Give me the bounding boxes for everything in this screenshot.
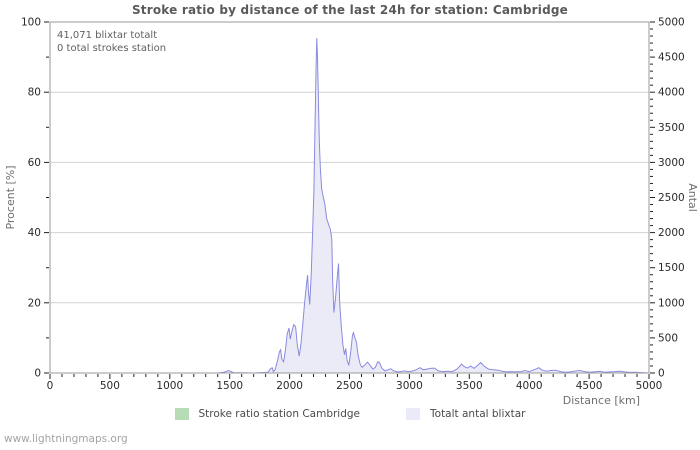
svg-text:500: 500 <box>100 380 120 392</box>
y-axis-right <box>650 21 655 374</box>
svg-text:100: 100 <box>21 17 41 29</box>
svg-text:Antal: Antal <box>686 183 699 212</box>
legend-label-stroke-ratio: Stroke ratio station Cambridge <box>198 408 361 420</box>
gridlines <box>50 91 649 304</box>
svg-text:500: 500 <box>658 332 678 344</box>
svg-text:40: 40 <box>28 227 41 239</box>
legend-item-stroke-ratio: Stroke ratio station Cambridge <box>174 408 361 420</box>
total-strokes-swatch-icon <box>406 408 421 420</box>
svg-text:0: 0 <box>47 380 54 392</box>
svg-text:2500: 2500 <box>336 380 363 392</box>
stroke-ratio-swatch-icon <box>174 408 189 420</box>
svg-text:5000: 5000 <box>636 380 663 392</box>
svg-text:2000: 2000 <box>658 227 685 239</box>
chart-legend: Stroke ratio station Cambridge Totalt an… <box>0 408 700 420</box>
svg-text:4000: 4000 <box>516 380 543 392</box>
watermark-link: www.lightningmaps.org <box>4 433 128 445</box>
svg-text:3000: 3000 <box>658 157 685 169</box>
svg-text:Distance [km]: Distance [km] <box>563 394 640 407</box>
svg-text:4500: 4500 <box>658 52 685 64</box>
y-axis-left <box>44 21 49 374</box>
legend-item-total-strokes: Totalt antal blixtar <box>406 408 525 420</box>
svg-text:5000: 5000 <box>658 17 685 29</box>
svg-text:Procent [%]: Procent [%] <box>4 165 17 229</box>
svg-text:3500: 3500 <box>456 380 483 392</box>
svg-text:0: 0 <box>34 368 41 380</box>
svg-text:1500: 1500 <box>216 380 243 392</box>
svg-text:0: 0 <box>658 368 665 380</box>
annotation-station-strokes: 0 total strokes station <box>57 42 167 54</box>
svg-text:4000: 4000 <box>658 87 685 99</box>
x-axis <box>49 374 650 379</box>
svg-text:1000: 1000 <box>658 297 685 309</box>
svg-text:4500: 4500 <box>576 380 603 392</box>
chart-title: Stroke ratio by distance of the last 24h… <box>131 3 569 17</box>
chart-annotation: 41,071 blixtar totalt 0 total strokes st… <box>57 30 166 55</box>
svg-text:2500: 2500 <box>658 192 685 204</box>
svg-text:1000: 1000 <box>156 380 183 392</box>
svg-text:1500: 1500 <box>658 262 685 274</box>
svg-text:2000: 2000 <box>276 380 303 392</box>
svg-text:60: 60 <box>28 157 41 169</box>
legend-label-total-strokes: Totalt antal blixtar <box>430 408 526 420</box>
svg-text:20: 20 <box>28 297 41 309</box>
svg-text:80: 80 <box>28 87 41 99</box>
annotation-total-strokes: 41,071 blixtar totalt <box>57 30 158 41</box>
svg-text:3000: 3000 <box>396 380 423 392</box>
svg-text:3500: 3500 <box>658 122 685 134</box>
series-group <box>50 38 650 374</box>
